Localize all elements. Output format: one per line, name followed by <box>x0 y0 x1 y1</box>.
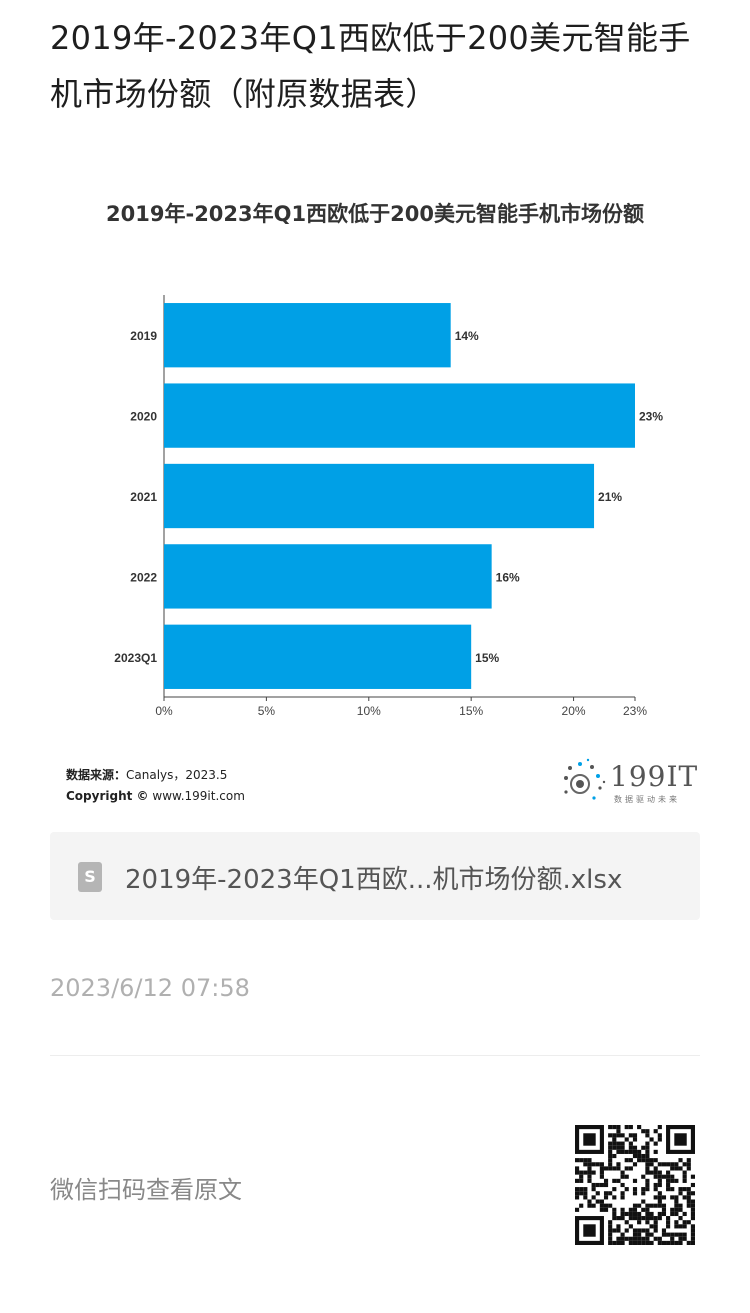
bar-value-label: 16% <box>496 570 520 584</box>
y-tick-label: 2022 <box>130 570 157 584</box>
x-tick-label: 5% <box>258 704 276 718</box>
bar-2023Q1 <box>164 624 472 689</box>
bar-2022 <box>164 544 492 609</box>
y-tick-label: 2019 <box>130 329 157 343</box>
bar-value-label: 23% <box>639 410 663 424</box>
x-tick-label: 23% <box>623 704 647 718</box>
qr-prompt: 微信扫码查看原文 <box>50 1176 242 1204</box>
chart-image: 2019 14% 2020 23% 2021 21% 2022 16% 2023Q1 15% 0% 5… <box>50 180 700 820</box>
y-tick-label: 2020 <box>130 410 157 424</box>
brand-logo: 199IT 数据驱动未来 <box>560 758 700 808</box>
copyright-value: www.199it.com <box>152 789 245 803</box>
chart-title: 2019年-2023年Q1西欧低于200美元智能手机市场份额 <box>106 202 644 226</box>
logo-burst-icon <box>564 758 606 800</box>
x-tick-label: 20% <box>562 704 586 718</box>
x-tick-label: 15% <box>459 704 483 718</box>
bar-value-label: 14% <box>455 329 479 343</box>
bar-2021 <box>164 463 595 529</box>
bar-2020 <box>164 383 635 448</box>
source-label: 数据来源： <box>66 768 127 782</box>
bar-value-label: 21% <box>598 490 622 504</box>
x-tick-label: 0% <box>155 704 173 718</box>
qr-code-icon[interactable] <box>575 1125 695 1245</box>
y-tick-label: 2023Q1 <box>114 651 157 665</box>
y-tick-label: 2021 <box>130 490 157 504</box>
x-tick-label: 10% <box>357 704 381 718</box>
divider <box>50 1055 700 1056</box>
article-title: 2019年-2023年Q1西欧低于200美元智能手机市场份额（附原数据表） <box>50 19 691 113</box>
bar-value-label: 15% <box>475 651 499 665</box>
copyright-label: Copyright © <box>66 789 149 803</box>
attachment-card[interactable]: S 2019年-2023年Q1西欧...机市场份额.xlsx <box>50 832 700 920</box>
bar-2019 <box>164 303 451 368</box>
logo-subtitle: 数据驱动未来 <box>614 795 680 804</box>
chart-source: 数据来源：Canalys，2023.5 Copyright © www.199i… <box>66 765 245 807</box>
bar-chart: 2019 14% 2020 23% 2021 21% 2022 16% 2023Q1 15% 0% 5… <box>114 295 663 718</box>
source-value: Canalys，2023.5 <box>126 768 228 782</box>
attachment-filename[interactable]: 2019年-2023年Q1西欧...机市场份额.xlsx <box>125 865 623 895</box>
publish-timestamp: 2023/6/12 07:58 <box>50 974 250 1002</box>
logo-text: 199IT <box>610 760 699 793</box>
file-s-icon: S <box>78 862 102 892</box>
